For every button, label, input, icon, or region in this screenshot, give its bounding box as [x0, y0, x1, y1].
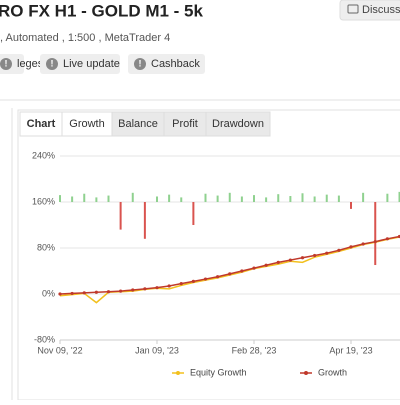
- profit-bar: [350, 202, 352, 209]
- growth-marker: [119, 290, 122, 293]
- growth-marker: [325, 252, 328, 255]
- badge-icon-mark: !: [139, 58, 142, 68]
- profit-bar: [314, 196, 316, 202]
- subtitle: , Automated , 1:500 , MetaTrader 4: [0, 32, 170, 44]
- profit-bar: [59, 195, 61, 202]
- profit-bar: [108, 196, 110, 202]
- y-tick-label: 240%: [32, 150, 55, 160]
- profit-bar: [302, 193, 304, 202]
- profit-bar: [156, 196, 158, 202]
- profit-bar: [374, 202, 376, 265]
- growth-marker: [107, 290, 110, 293]
- profit-bar: [71, 196, 73, 202]
- y-tick-label: 0%: [42, 288, 55, 298]
- growth-marker: [374, 240, 377, 243]
- growth-marker: [252, 267, 255, 270]
- growth-marker: [228, 272, 231, 275]
- growth-marker: [289, 258, 292, 261]
- tab-label: Chart: [27, 118, 56, 130]
- growth-marker: [265, 264, 268, 267]
- legend-label[interactable]: Growth: [318, 367, 347, 377]
- badge-label: leges: [17, 58, 44, 70]
- growth-marker: [83, 291, 86, 294]
- growth-marker: [386, 237, 389, 240]
- profit-bar: [120, 202, 122, 230]
- profit-bar: [217, 196, 219, 202]
- growth-marker: [155, 286, 158, 289]
- growth-marker: [71, 292, 74, 295]
- badge-icon-mark: !: [51, 58, 54, 68]
- legend-dot: [176, 371, 180, 375]
- tab-label: Balance: [118, 118, 158, 130]
- profit-bar: [253, 195, 255, 202]
- profit-bar: [277, 194, 279, 202]
- profit-bar: [241, 196, 243, 202]
- tab-label: Growth: [69, 118, 104, 130]
- profit-bar: [95, 197, 97, 202]
- badge-icon-mark: !: [5, 58, 8, 68]
- growth-marker: [192, 280, 195, 283]
- tab-label: Profit: [172, 118, 198, 130]
- profit-bar: [326, 195, 328, 202]
- y-tick-label: 160%: [32, 196, 55, 206]
- profit-bar: [180, 197, 182, 202]
- page-title: RO FX H1 - GOLD M1 - 5k: [0, 1, 204, 20]
- profit-bar: [83, 194, 85, 202]
- growth-marker: [216, 275, 219, 278]
- growth-marker: [313, 254, 316, 257]
- profit-bar: [168, 195, 170, 202]
- legend-dot: [304, 371, 308, 375]
- growth-marker: [240, 269, 243, 272]
- growth-marker: [277, 261, 280, 264]
- profit-bar: [192, 202, 194, 225]
- y-tick-label: -80%: [34, 334, 55, 344]
- profit-bar: [386, 194, 388, 202]
- profit-bar: [289, 196, 291, 202]
- growth-marker: [168, 284, 171, 287]
- profit-bar: [338, 196, 340, 202]
- growth-marker: [204, 277, 207, 280]
- growth-marker: [301, 256, 304, 259]
- discuss-label: Discuss: [362, 4, 400, 16]
- profit-bar: [132, 193, 134, 202]
- chart-panel: [18, 110, 400, 400]
- x-tick-label: Feb 28, '23: [232, 345, 277, 355]
- badge-label: Cashback: [151, 58, 200, 70]
- x-tick-label: Nov 09, '22: [37, 345, 82, 355]
- profit-bar: [144, 202, 146, 239]
- x-tick-label: Apr 19, '23: [329, 345, 372, 355]
- growth-marker: [349, 245, 352, 248]
- badge-label: Live update: [63, 58, 120, 70]
- growth-marker: [180, 282, 183, 285]
- tab-label: Drawdown: [212, 118, 264, 130]
- legend-label[interactable]: Equity Growth: [190, 367, 247, 377]
- growth-marker: [362, 242, 365, 245]
- growth-marker: [337, 249, 340, 252]
- growth-marker: [58, 292, 61, 295]
- y-tick-label: 80%: [37, 242, 55, 252]
- profit-bar: [265, 197, 267, 202]
- profit-bar: [205, 194, 207, 202]
- growth-marker: [95, 291, 98, 294]
- x-tick-label: Jan 09, '23: [135, 345, 179, 355]
- growth-marker: [143, 287, 146, 290]
- growth-marker: [131, 288, 134, 291]
- profit-bar: [229, 193, 231, 202]
- profit-bar: [362, 193, 364, 202]
